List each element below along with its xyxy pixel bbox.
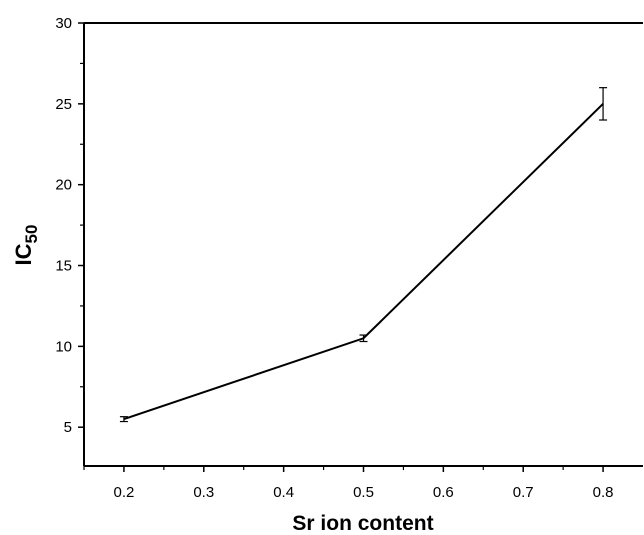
x-tick-label: 0.7 xyxy=(513,484,534,501)
y-tick-label: 5 xyxy=(64,419,72,436)
y-tick-label: 10 xyxy=(55,338,72,355)
y-axis-title: IC50 xyxy=(11,225,41,266)
series-line xyxy=(123,103,604,421)
y-tick-label: 15 xyxy=(55,258,72,275)
x-axis-title: Sr ion content xyxy=(292,512,433,535)
y-tick-label: 30 xyxy=(55,15,72,32)
y-tick-label: 20 xyxy=(55,177,72,194)
x-axis-ticks: 0.2 0.3 0.4 0.5 0.6 0.7 0.8 xyxy=(83,466,614,501)
x-tick-label: 0.5 xyxy=(353,484,374,501)
x-tick-label: 0.8 xyxy=(593,484,614,501)
y-tick-label: 25 xyxy=(55,96,72,113)
x-tick-label: 0.2 xyxy=(113,484,134,501)
series-layer xyxy=(119,87,608,423)
y-axis-title-subscript: 50 xyxy=(22,225,41,244)
y-axis-ticks: 5 10 15 20 25 30 xyxy=(55,15,84,436)
x-tick-label: 0.3 xyxy=(193,484,214,501)
x-tick-label: 0.4 xyxy=(273,484,294,501)
plot-frame xyxy=(83,22,643,467)
y-axis-title-main: IC xyxy=(11,243,36,265)
x-tick-label: 0.6 xyxy=(433,484,454,501)
